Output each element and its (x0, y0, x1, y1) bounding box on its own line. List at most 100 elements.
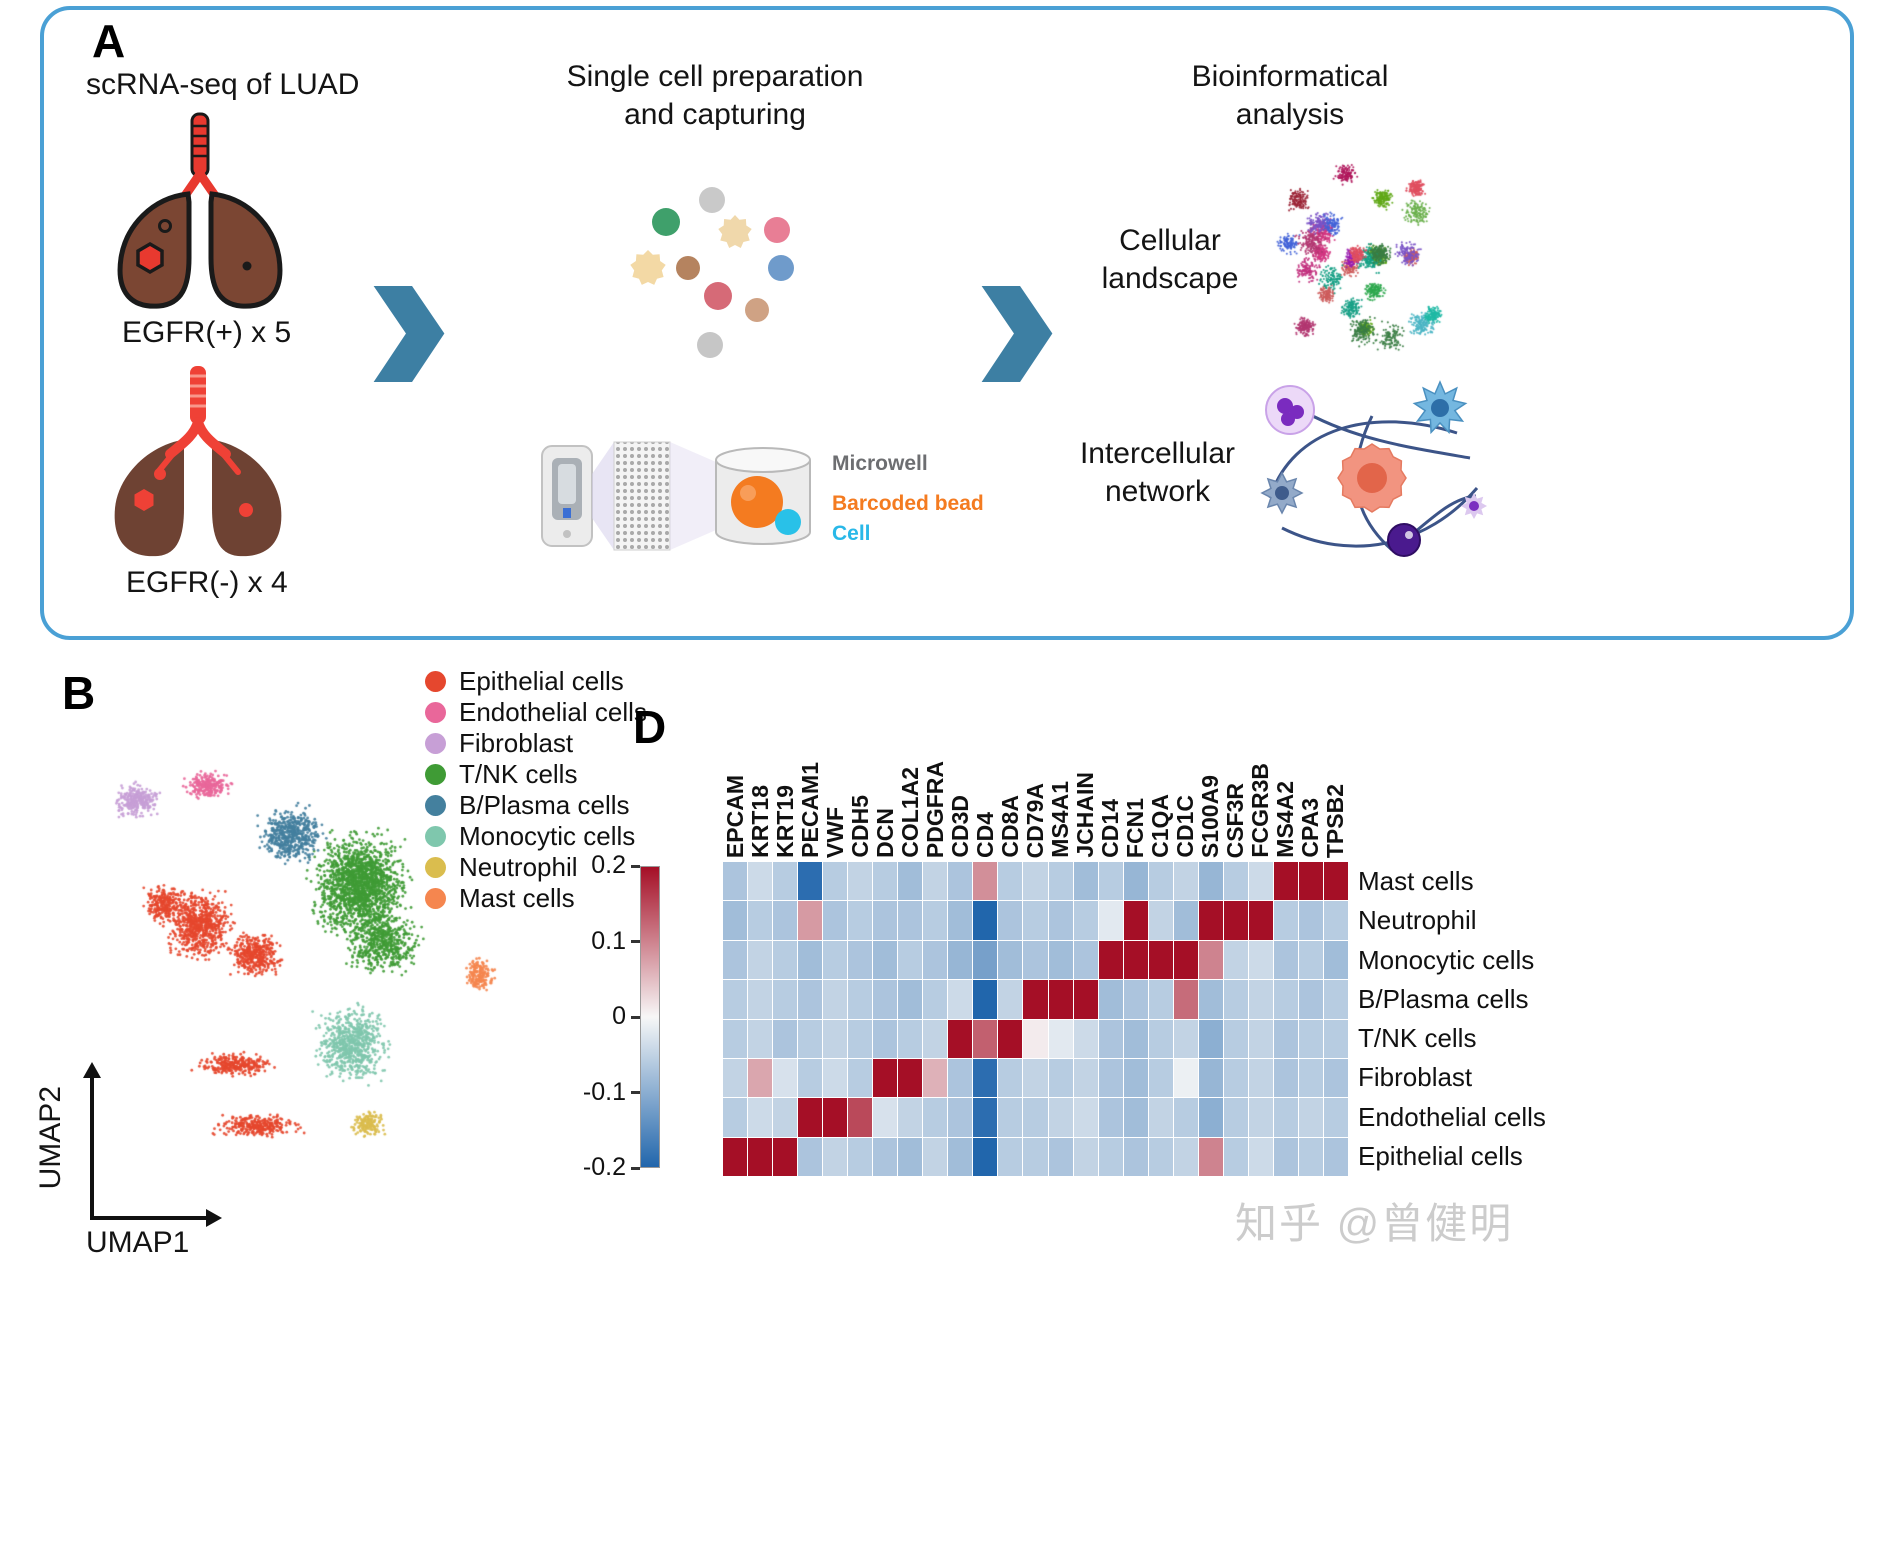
heatmap-cell (1048, 1137, 1073, 1176)
heatmap-cell (798, 901, 823, 940)
heatmap-cell (848, 862, 873, 901)
heatmap-cell (848, 901, 873, 940)
microwell-array-icon (613, 441, 671, 551)
marker-gene-heatmap (723, 862, 1348, 1176)
panel-a-box (40, 6, 1854, 640)
heatmap-cell (873, 1019, 898, 1058)
heatmap-row-labels: Mast cells Neutrophil Monocytic cells B/Pla… (1358, 862, 1578, 1176)
heatmap-cell (873, 940, 898, 980)
heatmap-cell (1048, 1019, 1073, 1058)
legend-dot-icon (425, 702, 446, 723)
tumor-icon (242, 261, 252, 271)
heatmap-cell (948, 940, 973, 980)
heatmap-colorbar (640, 866, 660, 1168)
heatmap-cell (723, 980, 748, 1019)
cell-label: Cell (832, 522, 871, 545)
heatmap-cell (1273, 1019, 1298, 1058)
heatmap-cell (1323, 1058, 1348, 1098)
heatmap-cell (898, 980, 923, 1019)
gene-label: EPCAM (722, 774, 748, 858)
gene-label: C1QA (1147, 794, 1173, 858)
gene-label: CD3D (947, 795, 973, 858)
legend-dot-icon (425, 888, 446, 909)
heatmap-cell (1073, 1098, 1098, 1137)
heatmap-cell (898, 1058, 923, 1098)
heatmap-cell (923, 940, 948, 980)
heatmap-cell (1248, 980, 1273, 1019)
heatmap-cell (873, 901, 898, 940)
heatmap-cell (1098, 1019, 1123, 1058)
heatmap-cell (1323, 901, 1348, 940)
heatmap-cell (798, 862, 823, 901)
colorbar-tick-mark (631, 1166, 640, 1170)
heatmap-cell (1248, 901, 1273, 940)
heatmap-cell (1098, 862, 1123, 901)
cell-type-label: Neutrophil (1358, 905, 1477, 936)
cell-type-label: Fibroblast (1358, 1062, 1473, 1093)
heatmap-cell (848, 940, 873, 980)
heatmap-cell (1248, 1058, 1273, 1098)
heatmap-cell (998, 1137, 1023, 1176)
heatmap-cell (1048, 901, 1073, 940)
legend-item: Monocytic cells (425, 821, 647, 852)
lung-egfr-negative-illustration (114, 366, 282, 557)
heatmap-cell (1048, 862, 1073, 901)
heatmap-cell (873, 1098, 898, 1137)
cell-type-label: Endothelial cells (1358, 1101, 1546, 1132)
heatmap-cell (1273, 980, 1298, 1019)
gene-label: MS4A2 (1272, 781, 1298, 858)
legend-label: Endothelial cells (459, 697, 647, 727)
intercellular-network-label: Intercellular network (1079, 437, 1236, 508)
heatmap-cell (1098, 1137, 1123, 1176)
tumor-icon (158, 219, 172, 233)
legend-label: Epithelial cells (459, 666, 624, 696)
heatmap-cell (1198, 1058, 1223, 1098)
heatmap-cell (923, 980, 948, 1019)
gene-label: TPSB2 (1322, 783, 1348, 858)
gene-label: CD79A (1022, 782, 1048, 858)
tsne-thumbnail (1248, 132, 1476, 377)
heatmap-cell (823, 901, 848, 940)
heatmap-cell (1223, 1058, 1248, 1098)
heatmap-cell (823, 1137, 848, 1176)
heatmap-cell (973, 1098, 998, 1137)
heatmap-cell (748, 1137, 773, 1176)
heatmap-cell (1298, 980, 1323, 1019)
gene-label: CDH5 (847, 795, 873, 858)
heatmap-cell (848, 1058, 873, 1098)
legend-dot-icon (425, 795, 446, 816)
heatmap-cell (723, 1019, 748, 1058)
gene-label: MS4A1 (1047, 781, 1073, 858)
tumor-icon (154, 468, 166, 480)
legend-item: B/Plasma cells (425, 790, 647, 821)
macrophage-icon (1260, 471, 1304, 515)
heatmap-cell (1298, 901, 1323, 940)
heatmap-cell (1173, 940, 1198, 980)
heatmap-cell (1098, 901, 1123, 940)
heatmap-cell (1323, 1137, 1348, 1176)
heatmap-cell (948, 1019, 973, 1058)
heatmap-cell (1023, 1019, 1048, 1058)
heatmap-cell (723, 940, 748, 980)
legend-label: Monocytic cells (459, 821, 636, 851)
legend-label: T/NK cells (459, 759, 578, 789)
heatmap-cell (1073, 862, 1098, 901)
bioinformatics-title: Bioinformatical analysis (1191, 60, 1389, 131)
heatmap-cell (1298, 1137, 1323, 1176)
heatmap-cell (1248, 1098, 1273, 1137)
heatmap-cell (748, 901, 773, 940)
panel-a-label: A (92, 15, 126, 67)
heatmap-cell (1323, 980, 1348, 1019)
heatmap-cell (948, 862, 973, 901)
cell-type-label: Mast cells (1358, 866, 1474, 897)
heatmap-cell (1148, 1019, 1173, 1058)
heatmap-cell (1148, 901, 1173, 940)
heatmap-cell (1098, 940, 1123, 980)
colorbar-tick-mark (631, 1091, 640, 1094)
heatmap-cell (1023, 980, 1048, 1019)
heatmap-cell (823, 1098, 848, 1137)
umap1-axis-label: UMAP1 (86, 1226, 190, 1259)
heatmap-cell (1098, 1098, 1123, 1137)
immune-cell-icon (1265, 385, 1315, 435)
microwell-device-illustration (541, 441, 811, 551)
